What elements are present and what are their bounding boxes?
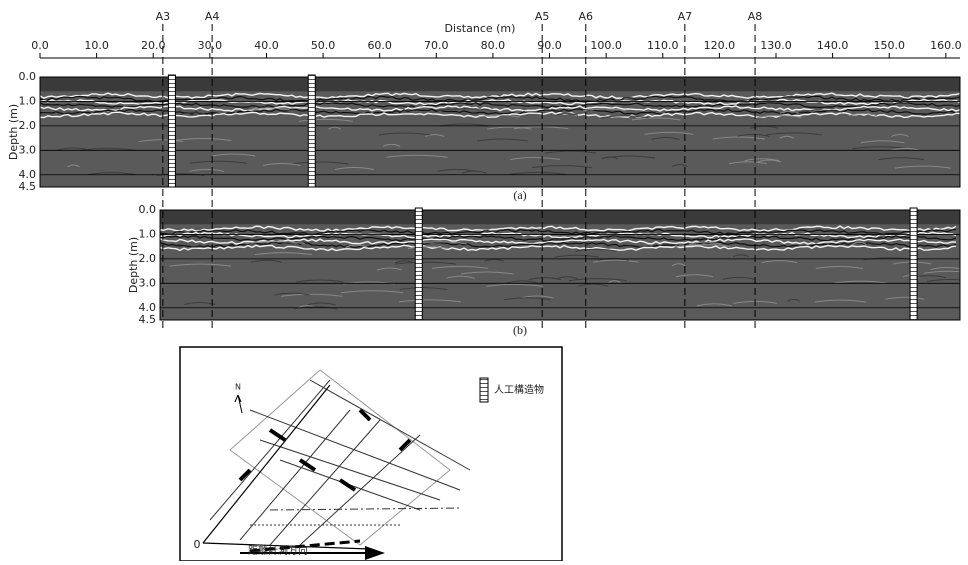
y-tick-label: 0.0 (139, 203, 157, 216)
x-tick-label: 90.0 (537, 39, 562, 52)
y-tick-label: 1.0 (19, 94, 37, 107)
origin-label: 0 (194, 538, 201, 551)
y-tick-label: 3.0 (19, 143, 37, 156)
marker-label: A5 (535, 10, 550, 23)
x-tick-label: 150.0 (873, 39, 905, 52)
y-tick-label: 2.0 (139, 252, 157, 265)
surface-band (160, 210, 960, 224)
x-tick-label: 130.0 (760, 39, 792, 52)
x-axis-label: Distance (m) (445, 22, 516, 35)
surface-band (40, 77, 960, 91)
y-tick-label: 4.5 (19, 180, 37, 193)
radargram (40, 77, 960, 187)
y-tick-label: 4.0 (19, 168, 37, 181)
artificial-structure (415, 208, 422, 320)
y-tick-label: 4.5 (139, 313, 157, 326)
x-tick-label: 0.0 (31, 39, 49, 52)
marker-label: A7 (678, 10, 693, 23)
panel-label: (b) (513, 323, 527, 337)
radargrams (40, 77, 968, 320)
x-tick-label: 120.0 (704, 39, 736, 52)
north-label: N (235, 383, 241, 392)
x-tick-label: 160.0 (930, 39, 962, 52)
artificial-structure (910, 208, 917, 320)
direction-label: 距離計測方向 (248, 544, 308, 557)
radargram (160, 210, 968, 320)
y-tick-label: 0.0 (19, 70, 37, 83)
x-tick-label: 100.0 (590, 39, 622, 52)
x-tick-label: 60.0 (367, 39, 392, 52)
y-tick-label: 3.0 (139, 276, 157, 289)
x-tick-label: 80.0 (481, 39, 506, 52)
marker-label: A6 (579, 10, 594, 23)
x-tick-label: 140.0 (817, 39, 849, 52)
site-map (180, 347, 562, 561)
x-tick-label: 20.0 (141, 39, 166, 52)
artificial-structure (168, 75, 175, 187)
x-tick-label: 30.0 (198, 39, 223, 52)
y-tick-label: 2.0 (19, 119, 37, 132)
x-tick-label: 110.0 (647, 39, 679, 52)
marker-label: A4 (205, 10, 220, 23)
artificial-structure (308, 75, 315, 187)
x-tick-label: 70.0 (424, 39, 449, 52)
x-tick-label: 40.0 (254, 39, 279, 52)
y-tick-label: 4.0 (139, 301, 157, 314)
y-tick-label: 1.0 (139, 227, 157, 240)
marker-label: A3 (156, 10, 171, 23)
marker-label: A8 (748, 10, 763, 23)
x-tick-label: 10.0 (84, 39, 109, 52)
panel-label: (a) (513, 188, 526, 202)
figure: Distance (m) (a) (b) Depth (m) Depth (m)… (0, 0, 968, 561)
legend-label: 人工構造物 (494, 383, 544, 396)
x-tick-label: 50.0 (311, 39, 336, 52)
